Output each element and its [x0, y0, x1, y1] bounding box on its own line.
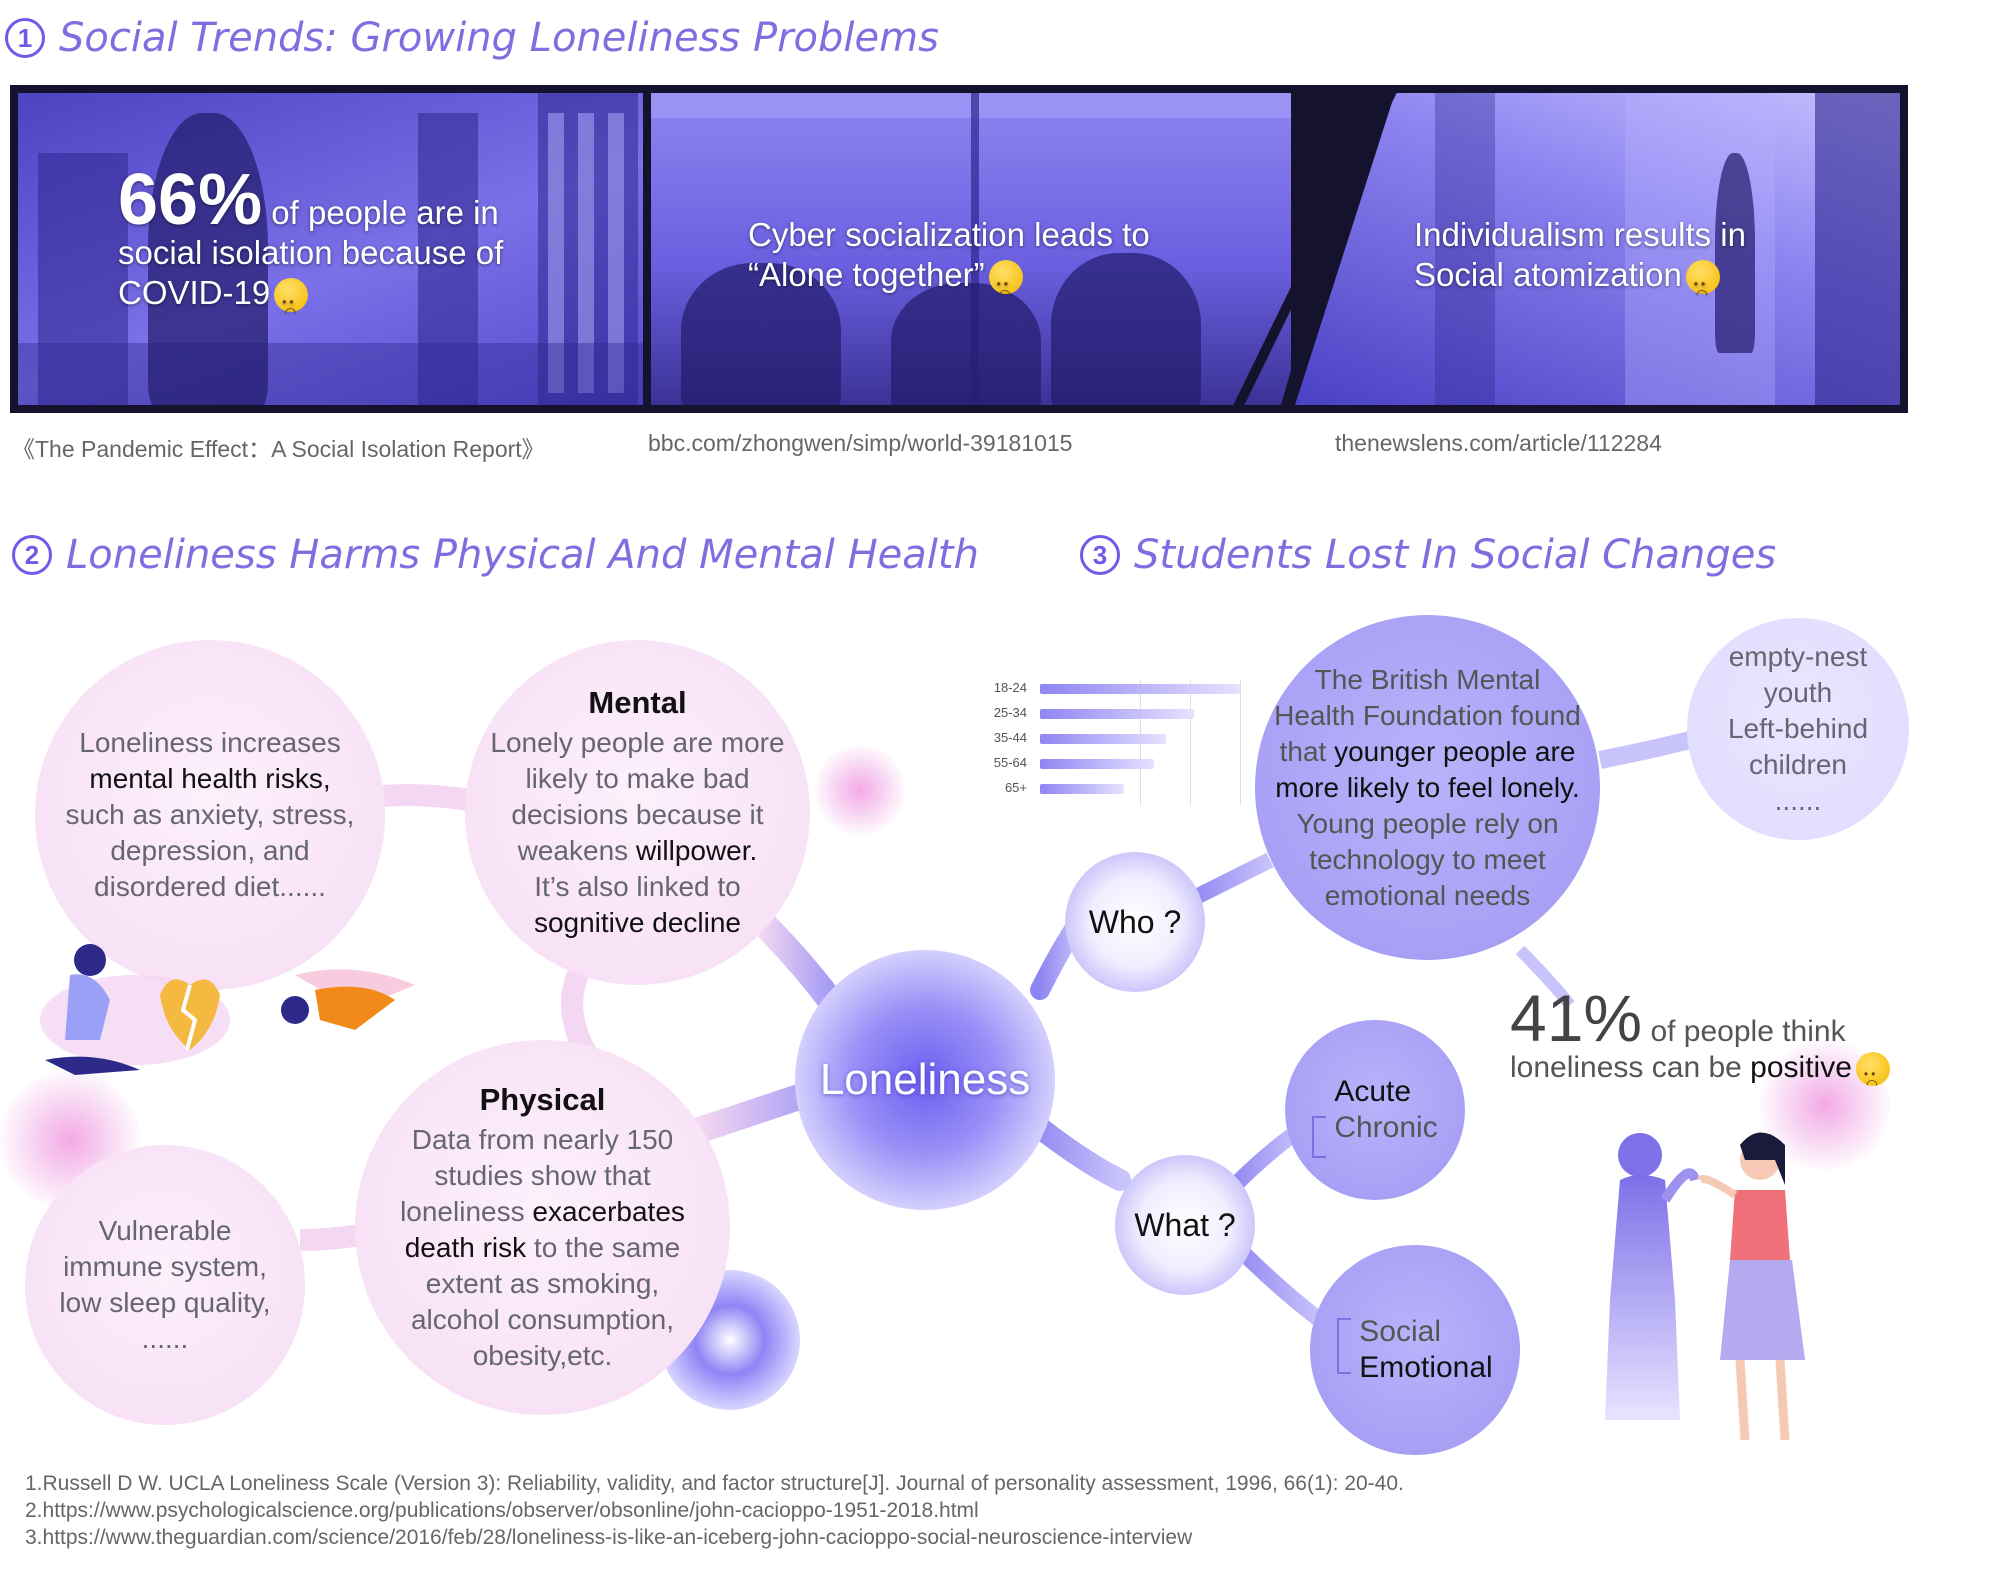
- chart-bar: [1040, 709, 1194, 719]
- section-1-header: 1 Social Trends: Growing Loneliness Prob…: [5, 15, 939, 61]
- source-pandemic-report: 《The Pandemic Effect：A Social Isolation …: [12, 436, 545, 462]
- what-node: What ?: [1115, 1155, 1255, 1295]
- chart-category-label: 35-44: [993, 730, 1027, 745]
- chart-bar: [1040, 734, 1166, 744]
- section-2-number: 2: [12, 535, 52, 575]
- concerned-emoji-icon: [988, 260, 1023, 314]
- bracket-mark: [1312, 1116, 1327, 1158]
- positive-loneliness-stat: 41% of people think loneliness can be po…: [1510, 985, 1890, 1102]
- section-2-header: 2 Loneliness Harms Physical And Mental H…: [12, 532, 979, 578]
- groups-bubble: empty-nest youth Left-behind children ..…: [1687, 618, 1909, 840]
- chart-category-label: 25-34: [993, 705, 1027, 720]
- mental-title: Mental: [588, 684, 687, 720]
- pink-glow-dot: [815, 745, 905, 835]
- section-1-number: 1: [5, 18, 45, 58]
- chart-bar: [1040, 784, 1124, 794]
- section-3-header: 3 Students Lost In Social Changes: [1080, 532, 1776, 578]
- chart-bar: [1040, 684, 1240, 694]
- chart-category-label: 18-24: [993, 680, 1027, 695]
- chart-bar: [1040, 759, 1154, 769]
- source-bbc: bbc.com/zhongwen/simp/world-39181015: [648, 430, 1073, 456]
- chart-category-label: 65+: [1004, 780, 1027, 795]
- banner-panel-individualism: [1295, 93, 1900, 405]
- reference-3: 3.https://www.theguardian.com/science/20…: [25, 1526, 1193, 1549]
- physical-bubble: Physical Data from nearly 150 studies sh…: [355, 1040, 730, 1415]
- type-acute: Acute: [1334, 1075, 1412, 1108]
- reference-2: 2.https://www.psychologicalscience.org/p…: [25, 1499, 979, 1522]
- type-chronic: Chronic: [1334, 1111, 1438, 1144]
- section-3-number: 3: [1080, 535, 1120, 575]
- type-social: Social: [1359, 1315, 1442, 1348]
- loneliness-center-node: Loneliness: [795, 950, 1055, 1210]
- social-emotional-bubble: Social Emotional: [1310, 1245, 1520, 1455]
- acute-chronic-bubble: Acute Chronic: [1285, 1020, 1465, 1200]
- references: 1.Russell D W. UCLA Loneliness Scale (Ve…: [25, 1470, 1404, 1551]
- type-emotional: Emotional: [1359, 1351, 1493, 1384]
- banner-panel-covid: [18, 93, 643, 405]
- section-1-title: Social Trends: Growing Loneliness Proble…: [59, 15, 939, 61]
- chart-gridline: [1240, 680, 1241, 805]
- positive-percentage: 41%: [1510, 981, 1643, 1055]
- sad-people-illustration: [40, 944, 415, 1075]
- monocle-emoji-icon: [1685, 260, 1720, 314]
- physical-title: Physical: [479, 1081, 606, 1117]
- section-3-title: Students Lost In Social Changes: [1134, 532, 1777, 578]
- banner-divider: [1230, 85, 1400, 413]
- who-node: Who ?: [1065, 852, 1205, 992]
- british-foundation-bubble: The British Mental Health Foundation fou…: [1255, 615, 1600, 960]
- covid-stat-text: 66% of people are in social isolation be…: [118, 164, 618, 332]
- worried-emoji-icon: [274, 278, 309, 332]
- immune-bubble: Vulnerable immune system, low sleep qual…: [25, 1145, 305, 1425]
- bracket-mark: [1337, 1318, 1352, 1374]
- source-newslens: thenewslens.com/article/112284: [1335, 430, 1662, 456]
- mental-bubble: Mental Lonely people are more likely to …: [465, 640, 810, 985]
- two-women-illustration: [1605, 1132, 1805, 1441]
- section-2-title: Loneliness Harms Physical And Mental Hea…: [66, 532, 979, 578]
- mental-risk-bubble: Loneliness increases mental health risks…: [35, 640, 385, 990]
- individualism-text: Individualism results in Social atomizat…: [1414, 215, 1834, 314]
- trend-banner: 66% of people are in social isolation be…: [10, 85, 1908, 413]
- chart-category-label: 55-64: [993, 755, 1027, 770]
- smile-emoji-icon: [1855, 1052, 1890, 1102]
- chart-gridline: [1190, 680, 1191, 805]
- age-loneliness-chart: 18-24 25-34 35-44 55-64 65+: [985, 680, 1245, 810]
- covid-percentage: 66%: [118, 160, 263, 240]
- reference-1: 1.Russell D W. UCLA Loneliness Scale (Ve…: [25, 1472, 1404, 1495]
- banner-panel-cyber: [651, 93, 1291, 405]
- cyber-text: Cyber socialization leads to “Alone toge…: [748, 215, 1208, 314]
